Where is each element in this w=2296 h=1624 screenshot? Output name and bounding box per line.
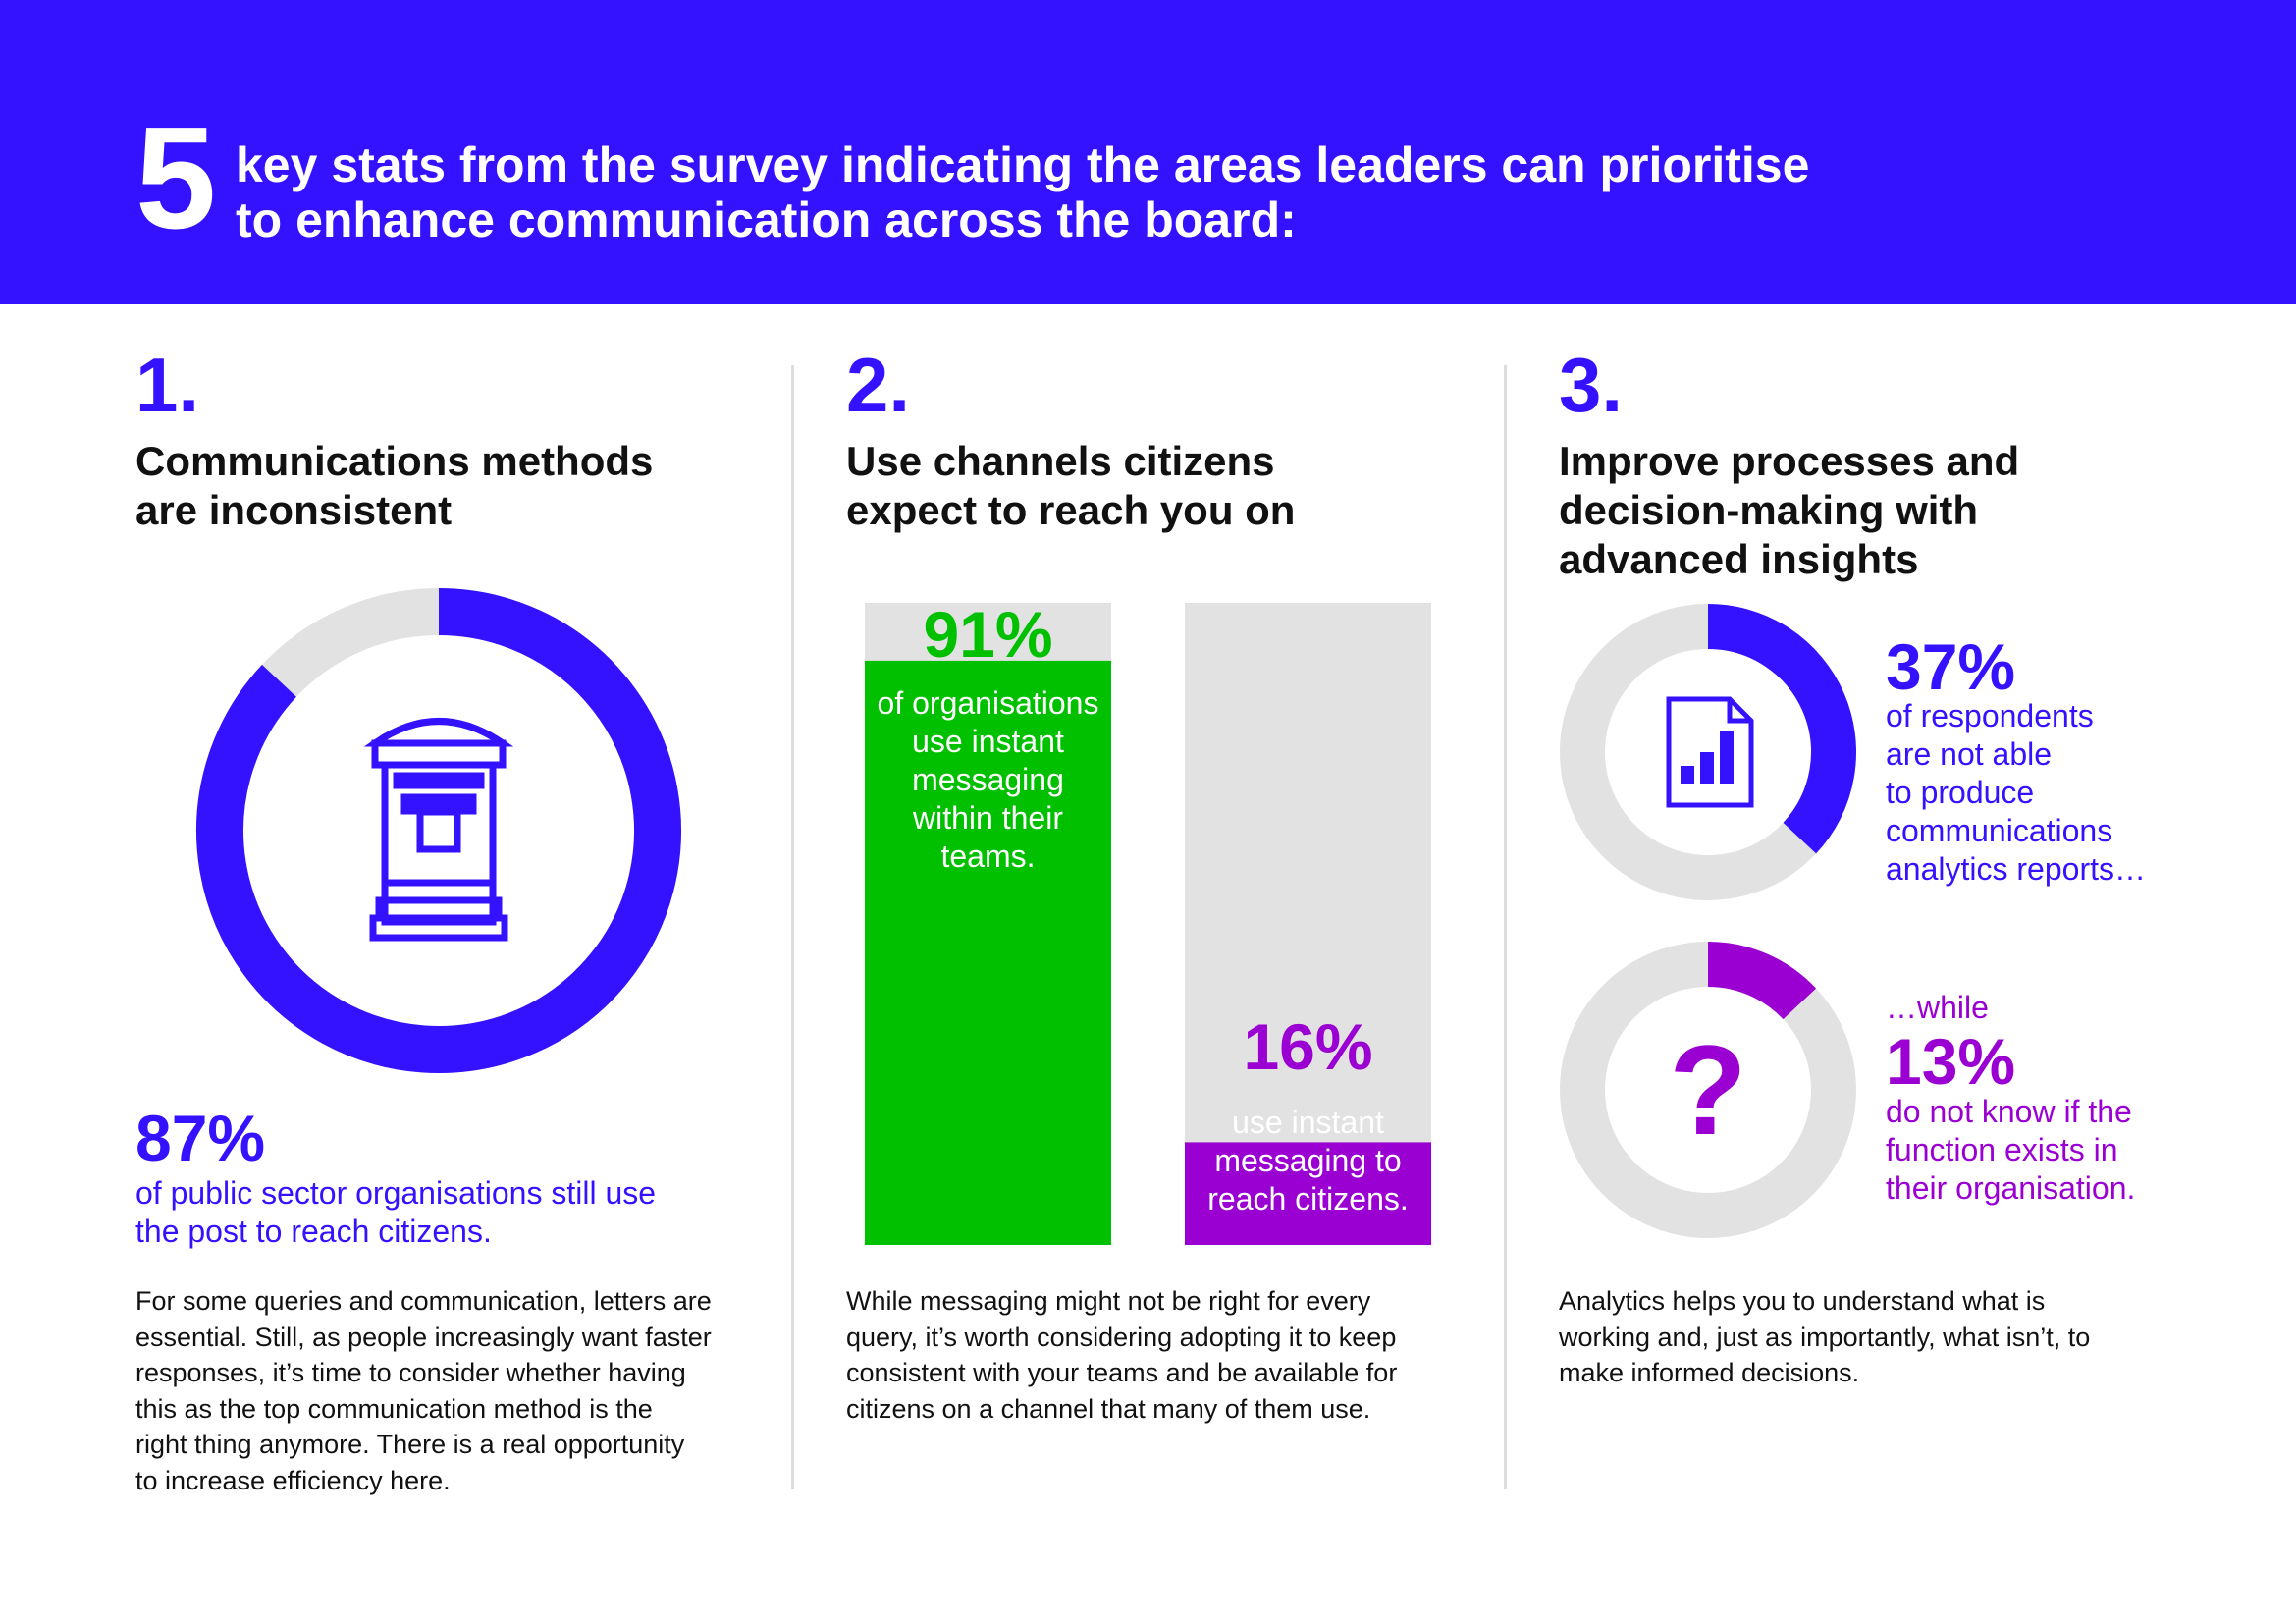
stat-text-line: of public sector organisations still use <box>135 1175 657 1211</box>
column-divider <box>1504 365 1507 1489</box>
section-2-heading: Use channels citizens expect to reach yo… <box>846 437 1295 535</box>
body-line: Analytics helps you to understand what i… <box>1559 1286 2046 1316</box>
donut-segment-not-able <box>1707 604 1856 854</box>
body-line: query, it’s worth considering adopting i… <box>846 1322 1397 1352</box>
stat-text-line: the post to reach citizens. <box>135 1214 492 1249</box>
bar-label-line: use instant <box>1232 1105 1384 1140</box>
section-3-heading: Improve processes and decision-making wi… <box>1559 437 2019 584</box>
stat-text-line: are not able <box>1886 736 2053 772</box>
bar-teams-value: 91% <box>923 598 1053 671</box>
column-divider <box>791 365 794 1489</box>
body-line: responses, it’s time to consider whether… <box>135 1358 686 1387</box>
heading-line: Use channels citizens <box>846 438 1275 484</box>
section-3-stat-b-text: do not know if the function exists in th… <box>1886 1093 2135 1208</box>
stat-text-line: function exists in <box>1886 1132 2118 1167</box>
stat-text-line: analytics reports… <box>1886 851 2146 887</box>
body-line: essential. Still, as people increasingly… <box>135 1322 712 1352</box>
section-1-heading: Communications methods are inconsistent <box>135 437 653 535</box>
section-1-stat: 87% <box>135 1102 266 1174</box>
stat-text-line: their organisation. <box>1886 1170 2136 1206</box>
heading-line: advanced insights <box>1559 536 1919 582</box>
body-line: For some queries and communication, lett… <box>135 1286 712 1316</box>
bar-label-line: reach citizens. <box>1207 1181 1409 1217</box>
header-title: key stats from the survey indicating the… <box>236 137 1809 247</box>
bar-label-line: use instant <box>912 724 1064 759</box>
section-1-body: For some queries and communication, lett… <box>135 1283 712 1498</box>
post-box-icon <box>363 718 514 942</box>
heading-line: decision-making with <box>1559 487 1979 533</box>
heading-line: Improve processes and <box>1559 438 2020 484</box>
heading-line: expect to reach you on <box>846 487 1296 533</box>
section-3-stat-a: 37% <box>1886 630 2016 703</box>
stat-text-line: …while <box>1886 990 1989 1025</box>
bar-teams <box>865 660 1111 1245</box>
body-line: make informed decisions. <box>1559 1358 1860 1387</box>
bar-citizens-value: 16% <box>1243 1010 1373 1083</box>
section-3-stat-a-text: of respondents are not able to produce c… <box>1886 697 2146 889</box>
report-chart-icon <box>1666 696 1754 808</box>
bar-label-line: messaging <box>912 762 1064 797</box>
body-line: working and, just as importantly, what i… <box>1559 1322 2091 1352</box>
section-3-pre-b: …while <box>1886 989 1989 1027</box>
section-3-body: Analytics helps you to understand what i… <box>1559 1283 2090 1391</box>
body-line: consistent with your teams and be availa… <box>846 1358 1398 1387</box>
header-number: 5 <box>135 97 217 259</box>
stat-text-line: of respondents <box>1886 698 2094 733</box>
body-line: While messaging might not be right for e… <box>846 1286 1371 1316</box>
section-3-number: 3. <box>1559 342 1624 428</box>
heading-line: are inconsistent <box>135 487 453 533</box>
body-line: to increase efficiency here. <box>135 1465 451 1495</box>
header-title-line: to enhance communication across the boar… <box>236 192 1297 247</box>
bar-label-line: messaging to <box>1214 1143 1402 1178</box>
bar-citizens-label: use instant messaging to reach citizens. <box>1185 1104 1431 1218</box>
bar-label-line: within their <box>913 800 1063 836</box>
stat-text-line: to produce <box>1886 775 2035 810</box>
bar-track-citizens <box>1185 603 1431 1245</box>
section-1-number: 1. <box>135 342 200 428</box>
bar-citizens <box>1185 1142 1431 1245</box>
section-2-body: While messaging might not be right for e… <box>846 1283 1397 1427</box>
stat-text-line: communications <box>1886 813 2113 848</box>
question-mark-icon: ? <box>1669 1018 1747 1162</box>
bar-label-line: teams. <box>940 839 1036 874</box>
donut-segment-post <box>196 588 681 1073</box>
body-line: this as the top communication method is … <box>135 1393 653 1424</box>
donut-segment-do-not-know <box>1707 942 1817 1020</box>
bar-label-line: of organisations <box>877 685 1099 721</box>
header-banner: 5 key stats from the survey indicating t… <box>0 0 2296 304</box>
stat-text-line: do not know if the <box>1886 1094 2132 1129</box>
section-1-stat-text: of public sector organisations still use… <box>135 1174 656 1251</box>
heading-line: Communications methods <box>135 438 654 484</box>
header-title-line: key stats from the survey indicating the… <box>236 137 1810 192</box>
section-3-stat-b: 13% <box>1886 1025 2016 1098</box>
bar-teams-label: of organisations use instant messaging w… <box>865 684 1111 876</box>
body-line: right thing anymore. There is a real opp… <box>135 1430 685 1459</box>
section-2-number: 2. <box>846 342 911 428</box>
body-line: citizens on a channel that many of them … <box>846 1393 1371 1424</box>
